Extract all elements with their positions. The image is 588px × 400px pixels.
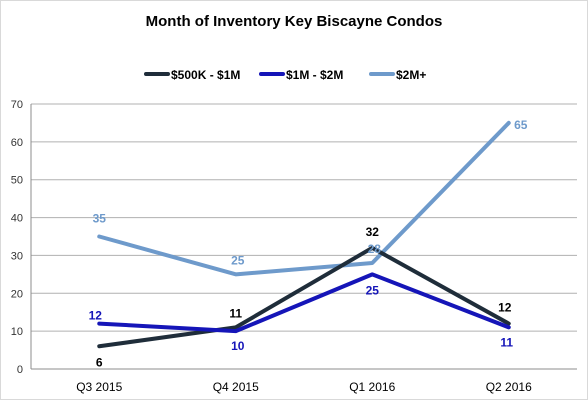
data-label: 25 (231, 253, 245, 267)
data-labels: 6 11 32 12 12 10 25 11 35 25 28 65 (89, 118, 528, 369)
data-label: 12 (89, 309, 103, 323)
legend-label: $500K - $1M (171, 68, 240, 82)
y-tick-label: 50 (11, 175, 23, 187)
y-axis-ticks: 0 10 20 30 40 50 60 70 (11, 99, 23, 376)
x-axis-categories: Q3 2015 Q4 2015 Q1 2016 Q2 2016 (76, 380, 532, 394)
y-tick-label: 70 (11, 99, 23, 111)
data-label: 11 (229, 306, 242, 320)
data-label: 10 (231, 339, 245, 353)
x-category-label: Q3 2015 (76, 380, 122, 394)
gridlines (31, 103, 577, 332)
legend-label: $2M+ (396, 68, 426, 82)
y-tick-label: 30 (11, 250, 23, 262)
data-label: 32 (366, 225, 380, 239)
chart-title: Month of Inventory Key Biscayne Condos (146, 13, 443, 30)
y-tick-label: 0 (17, 364, 23, 376)
y-tick-label: 20 (11, 288, 23, 300)
axes (30, 104, 577, 370)
data-label: 11 (500, 335, 513, 349)
data-label: 25 (366, 283, 380, 297)
data-label: 35 (93, 212, 107, 226)
legend-label: $1M - $2M (286, 68, 343, 82)
series-lines (97, 120, 511, 349)
y-tick-label: 40 (11, 213, 23, 225)
y-tick-label: 10 (11, 326, 23, 338)
x-category-label: Q1 2016 (349, 380, 395, 394)
y-tick-label: 60 (11, 137, 23, 149)
data-label: 12 (498, 301, 512, 315)
data-label: 65 (514, 118, 528, 132)
data-label: 28 (368, 242, 382, 256)
data-label: 6 (96, 355, 103, 369)
x-category-label: Q4 2015 (213, 380, 259, 394)
chart-legend: $500K - $1M $1M - $2M $2M+ (144, 68, 426, 82)
x-category-label: Q2 2016 (486, 380, 532, 394)
series-line (97, 245, 511, 349)
series-line (97, 272, 511, 334)
series-line (97, 120, 511, 277)
